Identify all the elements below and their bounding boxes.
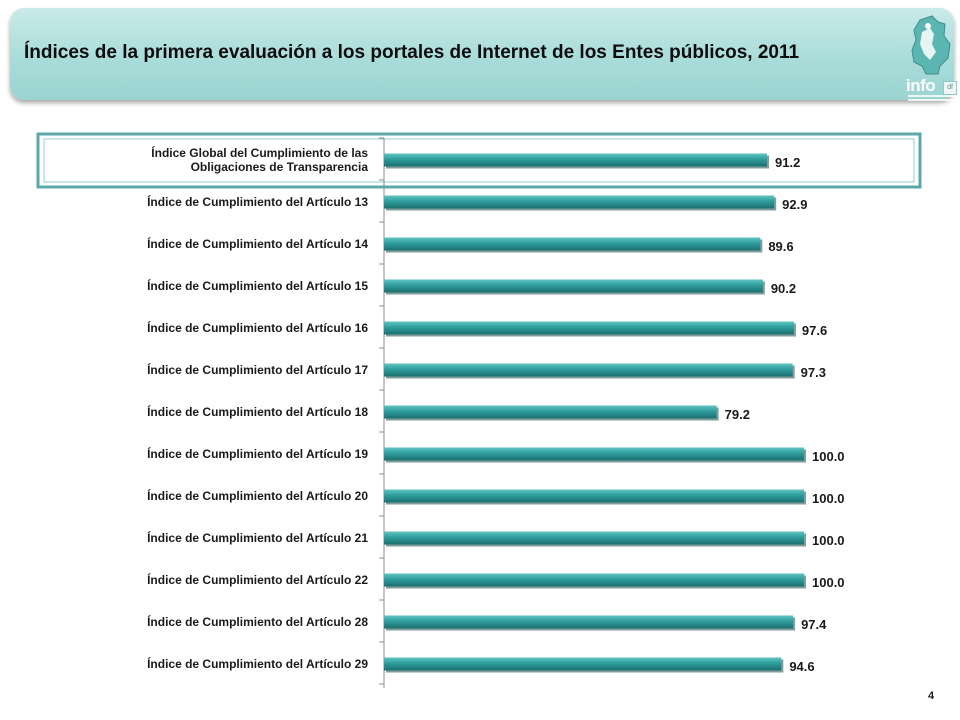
info-df-logo: info df (898, 14, 960, 108)
category-labels: Índice Global del Cumplimiento de lasObl… (147, 145, 368, 671)
page-number: 4 (928, 690, 935, 702)
category-label: Índice de Cumplimiento del Artículo 29 (147, 656, 368, 671)
category-label: Índice de Cumplimiento del Artículo 17 (147, 362, 368, 377)
value-label: 100.0 (812, 449, 845, 464)
logo-tagline-line (908, 99, 956, 101)
value-label: 89.6 (768, 239, 793, 254)
category-label: Índice de Cumplimiento del Artículo 20 (147, 488, 368, 503)
bar (384, 237, 761, 251)
title-banner: Índices de la primera evaluación a los p… (10, 8, 957, 101)
logo-text: info (906, 76, 936, 95)
page-title: Índices de la primera evaluación a los p… (24, 42, 800, 63)
category-label: Índice de Cumplimiento del Artículo 28 (147, 614, 368, 629)
category-label: Índice de Cumplimiento del Artículo 21 (147, 530, 368, 545)
category-label: Índice de Cumplimiento del Artículo 18 (147, 404, 368, 419)
y-axis (379, 137, 385, 688)
city-map-icon (911, 15, 951, 75)
bar (384, 321, 794, 335)
value-label: 100.0 (812, 533, 845, 548)
bar (384, 657, 782, 671)
logo-badge: df (943, 81, 957, 95)
bar (384, 573, 804, 587)
category-label: Obligaciones de Transparencia (191, 160, 369, 174)
category-label: Índice de Cumplimiento del Artículo 13 (147, 194, 368, 209)
category-label: Índice de Cumplimiento del Artículo 14 (147, 236, 368, 251)
highlight-frame (36, 132, 922, 189)
value-label: 79.2 (725, 407, 750, 422)
bar (384, 405, 717, 419)
bar (384, 489, 804, 503)
category-label: Índice de Cumplimiento del Artículo 19 (147, 446, 368, 461)
value-label: 100.0 (812, 575, 845, 590)
value-label: 97.6 (802, 323, 827, 338)
category-label: Índice de Cumplimiento del Artículo 22 (147, 572, 368, 587)
bar (384, 447, 804, 461)
value-label: 97.4 (801, 617, 827, 632)
bar (384, 279, 763, 293)
highlight-frame-inner (43, 138, 915, 183)
logo-tagline-line (908, 95, 956, 97)
bar (384, 363, 793, 377)
value-labels: 91.2 92.9 89.6 90.2 97.6 97.3 79.2 100.0 100.0 10… (725, 155, 845, 674)
value-label: 92.9 (782, 197, 807, 212)
value-label: 97.3 (801, 365, 826, 380)
bar (384, 195, 775, 209)
bar (384, 531, 804, 545)
bars-group (384, 153, 806, 673)
category-label: Índice Global del Cumplimiento de las (151, 145, 368, 160)
category-label: Índice de Cumplimiento del Artículo 15 (147, 278, 368, 293)
category-label: Índice de Cumplimiento del Artículo 16 (147, 320, 368, 335)
value-label: 90.2 (771, 281, 796, 296)
value-label: 94.6 (789, 659, 814, 674)
value-label: 100.0 (812, 491, 845, 506)
bar (384, 153, 768, 167)
value-label: 91.2 (775, 155, 800, 170)
bar (384, 615, 794, 629)
